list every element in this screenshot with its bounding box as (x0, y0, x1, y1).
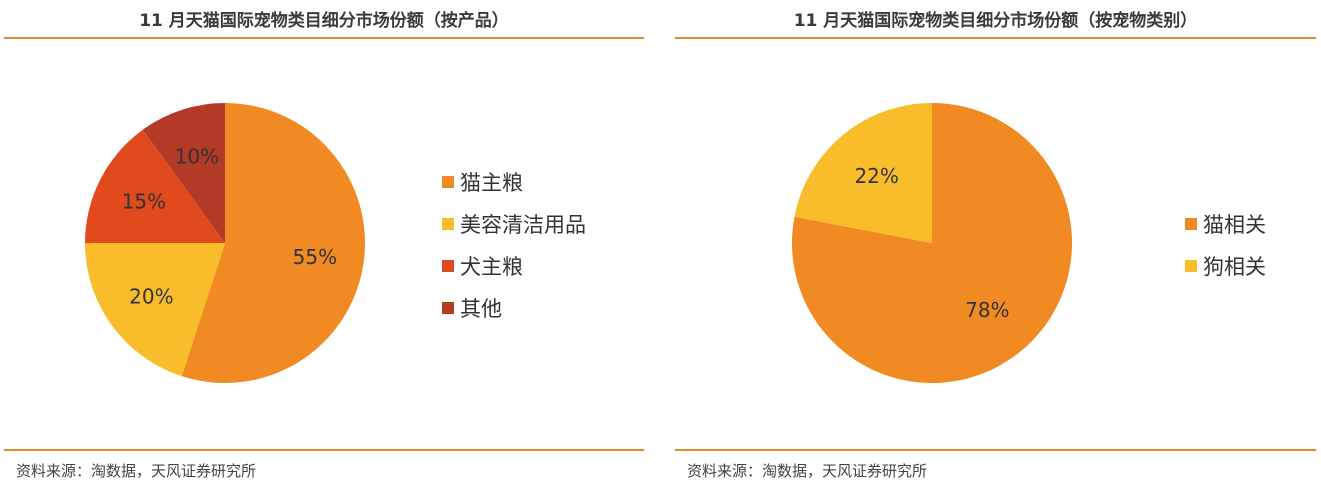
legend-item: 犬主粮 (442, 245, 586, 287)
source-note: 资料来源：淘数据，天风证券研究所 (16, 462, 257, 480)
chart-panel-by-pet: 11 月天猫国际宠物类目细分市场份额（按宠物类别） 78% 22% 猫相关 狗相关 … (675, 0, 1316, 483)
legend-label: 猫相关 (1203, 213, 1266, 237)
chart-title: 11 月天猫国际宠物类目细分市场份额（按宠物类别） (793, 11, 1198, 31)
legend-item: 猫主粮 (442, 161, 586, 203)
legend-label: 犬主粮 (460, 255, 523, 279)
source-divider (675, 449, 1316, 451)
title-divider (4, 37, 644, 39)
chart-panel-by-product: 11 月天猫国际宠物类目细分市场份额（按产品） 55% 20% 15% 10% 猫主粮… (4, 0, 644, 483)
legend-label: 美容清洁用品 (460, 213, 586, 237)
legend: 猫相关 狗相关 (1185, 203, 1266, 287)
pie-slice-4 (142, 103, 225, 243)
legend-swatch (1185, 260, 1197, 272)
pie-slice-1 (792, 103, 1072, 384)
pie-chart-by-pet: 78% 22% (792, 103, 1072, 384)
data-label: 20% (129, 284, 173, 308)
chart-title: 11 月天猫国际宠物类目细分市场份额（按产品） (139, 11, 509, 31)
legend-swatch (442, 302, 454, 314)
title-divider (675, 37, 1316, 39)
legend-label: 猫主粮 (460, 171, 523, 195)
legend-swatch (442, 176, 454, 188)
legend-label: 其他 (460, 297, 502, 321)
source-note: 资料来源：淘数据，天风证券研究所 (687, 462, 928, 480)
source-divider (4, 449, 644, 451)
pie-slice-3 (85, 129, 225, 243)
legend-item: 美容清洁用品 (442, 203, 586, 245)
pie-slice-2 (85, 243, 225, 377)
data-label: 15% (122, 190, 166, 214)
data-label: 55% (293, 245, 337, 269)
legend: 猫主粮美容清洁用品 犬主粮其他 (442, 161, 586, 329)
legend-swatch (442, 218, 454, 230)
legend-swatch (442, 260, 454, 272)
legend-item: 猫相关 (1185, 203, 1266, 245)
legend-swatch (1185, 218, 1197, 230)
pie-slice-1 (181, 103, 365, 384)
data-label: 10% (175, 144, 219, 168)
legend-item: 其他 (442, 287, 586, 329)
data-label: 22% (854, 164, 898, 188)
data-label: 78% (965, 298, 1009, 322)
legend-label: 狗相关 (1203, 255, 1266, 279)
pie-chart-by-product: 55% 20% 15% 10% (85, 103, 365, 384)
pie-slice-2 (794, 103, 932, 243)
legend-item: 狗相关 (1185, 245, 1266, 287)
